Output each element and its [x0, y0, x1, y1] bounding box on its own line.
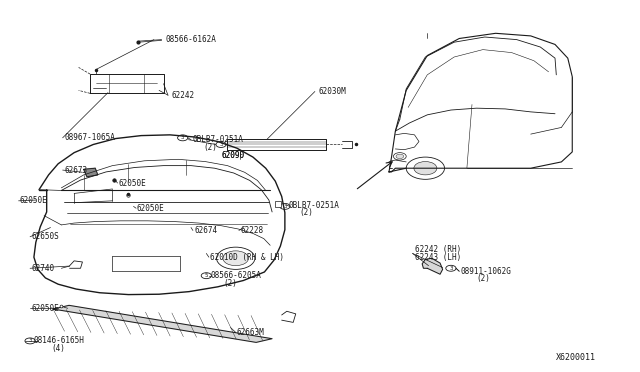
Text: 08911-1062G: 08911-1062G — [461, 267, 511, 276]
Text: 62243 (LH): 62243 (LH) — [415, 253, 461, 262]
Text: 62090: 62090 — [221, 151, 244, 160]
Text: 62030M: 62030M — [319, 87, 346, 96]
Text: 3: 3 — [449, 266, 452, 271]
Circle shape — [394, 153, 406, 160]
Polygon shape — [422, 258, 443, 274]
Text: (2): (2) — [476, 274, 490, 283]
Circle shape — [406, 157, 445, 179]
Text: 62740: 62740 — [31, 264, 54, 273]
Text: (2): (2) — [204, 142, 218, 151]
Text: 3: 3 — [283, 204, 287, 209]
Circle shape — [396, 154, 404, 158]
Text: 62674: 62674 — [194, 226, 218, 235]
Text: (2): (2) — [223, 279, 237, 288]
Circle shape — [223, 251, 248, 266]
Text: (2): (2) — [300, 208, 314, 217]
Text: 3: 3 — [220, 142, 223, 147]
Text: 08566-6205A: 08566-6205A — [210, 271, 261, 280]
Text: 62050E: 62050E — [20, 196, 47, 205]
Text: 62090: 62090 — [221, 151, 244, 160]
Text: 62242 (RH): 62242 (RH) — [415, 244, 461, 253]
Text: 62228: 62228 — [240, 226, 263, 235]
Text: 08146-6165H: 08146-6165H — [34, 336, 84, 346]
Circle shape — [216, 247, 255, 269]
Text: X6200011: X6200011 — [556, 353, 596, 362]
Text: 0BLB7-0251A: 0BLB7-0251A — [192, 135, 243, 144]
Text: 62050E: 62050E — [31, 304, 59, 313]
Polygon shape — [53, 305, 272, 342]
Circle shape — [446, 265, 456, 271]
Text: 62663M: 62663M — [237, 328, 265, 337]
Text: (4): (4) — [52, 344, 66, 353]
Text: 62050E: 62050E — [137, 204, 164, 213]
Text: 08967-1065A: 08967-1065A — [65, 133, 115, 142]
Circle shape — [280, 203, 290, 209]
Text: 0BLB7-0251A: 0BLB7-0251A — [288, 201, 339, 210]
Text: 62673: 62673 — [65, 166, 88, 174]
Circle shape — [201, 273, 211, 279]
Circle shape — [216, 141, 226, 147]
Circle shape — [25, 338, 35, 344]
Polygon shape — [84, 168, 98, 177]
Circle shape — [414, 161, 437, 175]
Text: 62050E: 62050E — [119, 179, 147, 187]
Text: 62010D (RH & LH): 62010D (RH & LH) — [210, 253, 284, 262]
Text: 3: 3 — [28, 339, 32, 343]
Text: 62650S: 62650S — [31, 232, 59, 241]
Text: 62242: 62242 — [172, 91, 195, 100]
Text: 5: 5 — [205, 273, 208, 278]
Text: 3: 3 — [181, 135, 184, 140]
Circle shape — [177, 135, 188, 141]
Text: 08566-6162A: 08566-6162A — [166, 35, 216, 44]
